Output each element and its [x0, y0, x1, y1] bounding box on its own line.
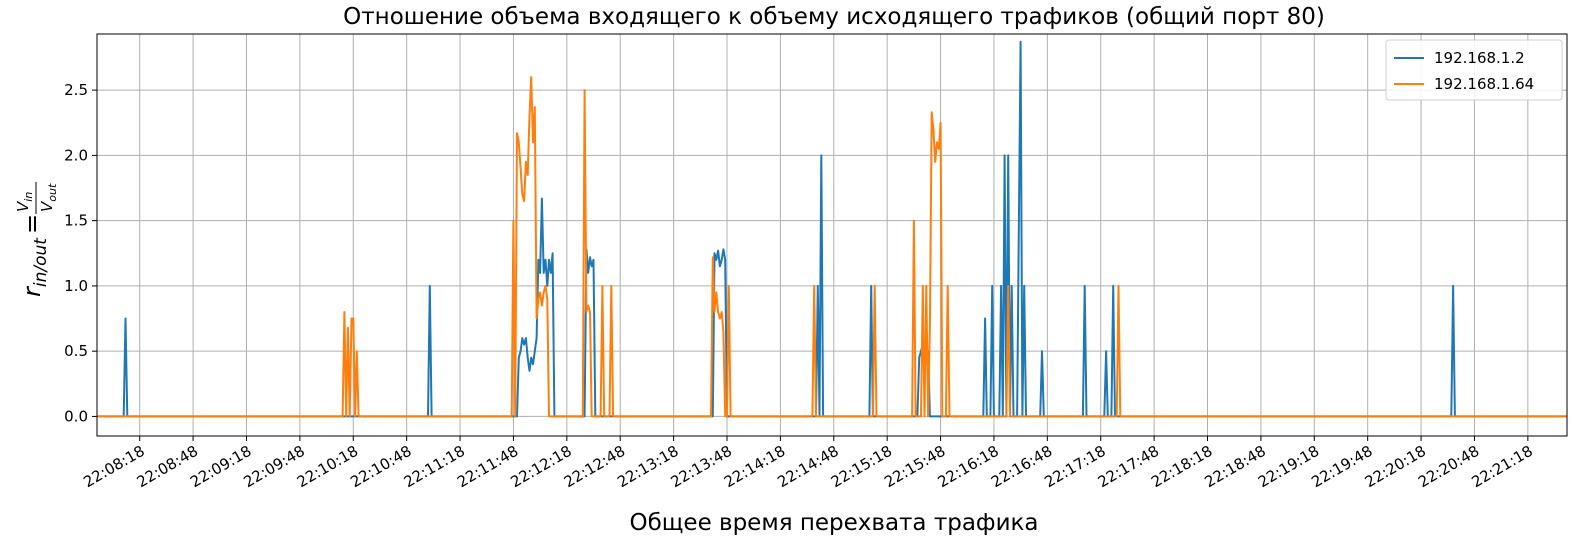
- legend-box: [1385, 39, 1563, 101]
- y-label-den-sub: out: [46, 183, 59, 202]
- chart-title: Отношение объема входящего к объему исхо…: [343, 4, 1325, 30]
- y-tick-label: 1.5: [64, 212, 88, 230]
- svg-text:rin/out=: rin/out =: [18, 214, 51, 297]
- y-tick-label: 0.5: [64, 342, 88, 360]
- y-tick-label: 0.0: [64, 407, 88, 425]
- series-line-2: [97, 76, 1567, 418]
- legend: 192.168.1.2 192.168.1.64: [1385, 39, 1563, 101]
- y-label-equals: =: [18, 214, 46, 234]
- legend-label-2: 192.168.1.64: [1434, 75, 1534, 93]
- plot-frame: [96, 33, 1568, 437]
- svg-text:Vout: Vout: [38, 183, 59, 212]
- series-line-1: [97, 40, 1567, 418]
- y-label-num-sub: in: [22, 192, 35, 202]
- legend-label-1: 192.168.1.2: [1434, 49, 1525, 67]
- grid: [97, 34, 1567, 436]
- y-label-main: r: [18, 285, 46, 297]
- x-tick-label: 22:21:18: [1468, 442, 1535, 491]
- x-axis-label: Общее время перехвата трафика: [629, 510, 1038, 536]
- y-label-num-main: V: [14, 200, 32, 212]
- y-label-sub: in/out: [31, 237, 51, 287]
- y-tick-label: 1.0: [64, 277, 88, 295]
- plot-area: [97, 40, 1567, 418]
- y-tick-label: 2.5: [64, 81, 88, 99]
- svg-text:Vin: Vin: [14, 192, 35, 212]
- y-tick-label: 2.0: [64, 146, 88, 164]
- y-label-den-main: V: [38, 200, 56, 212]
- y-axis-label: rin/out = Vin Vout: [14, 182, 59, 297]
